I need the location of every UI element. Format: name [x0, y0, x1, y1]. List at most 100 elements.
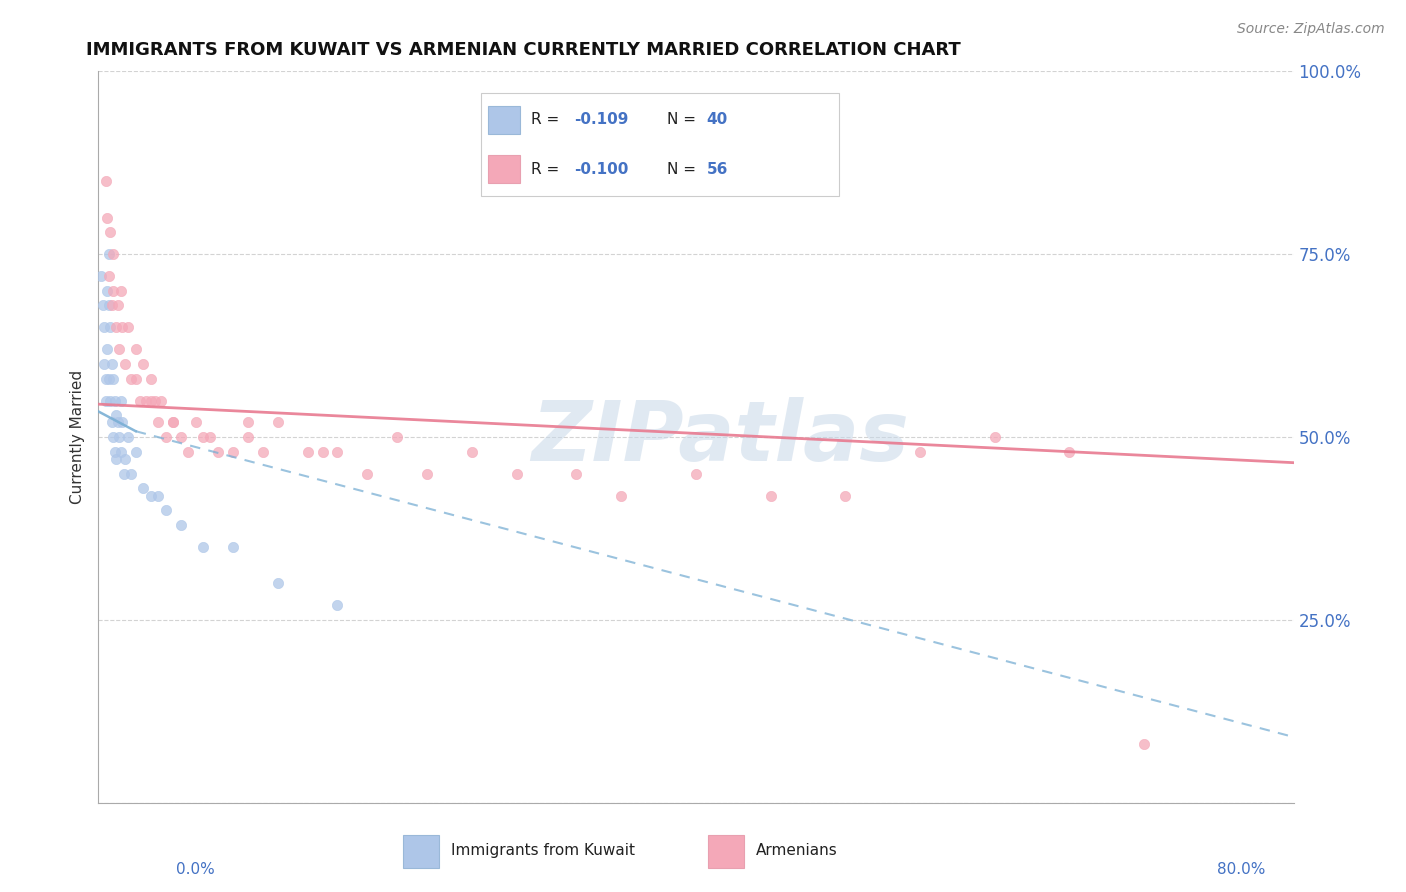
Point — [326, 599, 349, 613]
Point — [565, 467, 588, 481]
Point — [110, 393, 132, 408]
Point — [385, 430, 409, 444]
Point — [191, 540, 214, 554]
Point — [105, 408, 128, 422]
Point — [93, 357, 115, 371]
Point — [96, 343, 118, 357]
Point — [267, 416, 290, 430]
Point — [132, 357, 155, 371]
Point — [143, 393, 166, 408]
Point — [98, 225, 122, 239]
Point — [135, 393, 157, 408]
Point — [105, 320, 128, 334]
Point — [1059, 444, 1081, 458]
Point — [98, 393, 122, 408]
Point — [236, 430, 259, 444]
Point — [200, 430, 222, 444]
Point — [111, 416, 134, 430]
Point — [139, 371, 162, 385]
Point — [94, 393, 117, 408]
Point — [297, 444, 319, 458]
Point — [169, 430, 191, 444]
Point — [139, 489, 162, 503]
Text: 80.0%: 80.0% — [1218, 863, 1265, 877]
Point — [90, 269, 112, 284]
Point — [101, 298, 124, 312]
Point — [103, 371, 125, 385]
Point — [101, 357, 124, 371]
Point — [104, 444, 127, 458]
Point — [117, 430, 139, 444]
Point — [96, 211, 118, 225]
Point — [96, 284, 118, 298]
Point — [94, 174, 117, 188]
Point — [984, 430, 1007, 444]
Point — [97, 269, 120, 284]
Point — [326, 444, 349, 458]
Text: Source: ZipAtlas.com: Source: ZipAtlas.com — [1237, 22, 1385, 37]
Point — [107, 416, 129, 430]
Point — [94, 371, 117, 385]
Point — [184, 416, 207, 430]
Point — [139, 393, 162, 408]
Point — [207, 444, 229, 458]
Point — [155, 430, 177, 444]
Point — [117, 320, 139, 334]
Point — [162, 416, 184, 430]
Point — [125, 444, 148, 458]
Point — [112, 467, 135, 481]
Point — [114, 452, 136, 467]
Point — [114, 357, 136, 371]
Point — [150, 393, 173, 408]
Point — [155, 503, 177, 517]
Point — [105, 452, 128, 467]
Point — [132, 481, 155, 495]
Point — [125, 343, 148, 357]
Point — [97, 371, 120, 385]
Point — [311, 444, 333, 458]
Point — [461, 444, 484, 458]
Y-axis label: Currently Married: Currently Married — [70, 370, 86, 504]
Point — [759, 489, 782, 503]
Point — [177, 444, 200, 458]
Point — [98, 320, 122, 334]
Point — [162, 416, 184, 430]
Point — [148, 489, 170, 503]
Point — [506, 467, 529, 481]
Point — [104, 393, 127, 408]
Point — [356, 467, 378, 481]
Point — [103, 247, 125, 261]
Text: 0.0%: 0.0% — [176, 863, 215, 877]
Point — [148, 416, 170, 430]
Point — [685, 467, 707, 481]
Point — [610, 489, 633, 503]
Point — [103, 430, 125, 444]
Text: ZIPatlas: ZIPatlas — [531, 397, 908, 477]
Point — [252, 444, 274, 458]
Point — [191, 430, 214, 444]
Point — [107, 298, 129, 312]
Point — [111, 320, 134, 334]
Point — [1133, 737, 1156, 751]
Point — [110, 284, 132, 298]
Point — [108, 343, 131, 357]
Point — [97, 298, 120, 312]
Point — [125, 371, 148, 385]
Point — [110, 444, 132, 458]
Point — [97, 247, 120, 261]
Text: IMMIGRANTS FROM KUWAIT VS ARMENIAN CURRENTLY MARRIED CORRELATION CHART: IMMIGRANTS FROM KUWAIT VS ARMENIAN CURRE… — [87, 41, 962, 59]
Point — [222, 444, 245, 458]
Point — [108, 430, 131, 444]
Point — [103, 284, 125, 298]
Point — [834, 489, 856, 503]
Point — [267, 576, 290, 591]
Point — [169, 517, 191, 532]
Point — [93, 320, 115, 334]
Point — [908, 444, 931, 458]
Point — [236, 416, 259, 430]
Point — [129, 393, 152, 408]
Point — [91, 298, 114, 312]
Point — [120, 467, 142, 481]
Point — [222, 540, 245, 554]
Point — [120, 371, 142, 385]
